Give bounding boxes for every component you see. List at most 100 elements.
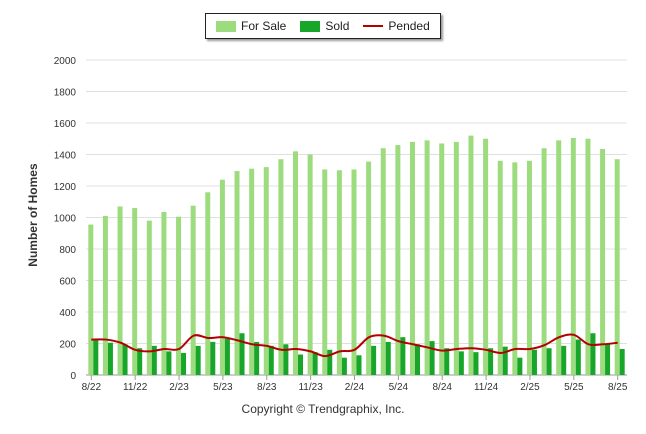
x-tick-label: 5/23 xyxy=(213,382,233,393)
y-tick-label: 1800 xyxy=(54,88,77,99)
x-tick-label: 8/24 xyxy=(432,382,452,393)
bar-sold xyxy=(575,339,581,375)
bar-for-sale xyxy=(556,140,562,375)
legend: For Sale Sold Pended xyxy=(205,13,441,39)
bar-sold xyxy=(268,345,274,375)
bar-sold xyxy=(590,333,596,375)
y-tick-label: 400 xyxy=(59,308,76,319)
legend-item-sold[interactable]: Sold xyxy=(300,19,349,33)
x-tick-label: 8/23 xyxy=(257,382,277,393)
bar-for-sale xyxy=(366,161,372,375)
bar-for-sale xyxy=(322,169,328,375)
bar-sold xyxy=(137,348,143,375)
y-axis-title: Number of Homes xyxy=(26,163,40,267)
bar-for-sale xyxy=(497,160,503,375)
bar-for-sale xyxy=(249,168,255,375)
y-tick-label: 1200 xyxy=(54,182,77,193)
bar-for-sale xyxy=(234,171,240,375)
bar-sold xyxy=(298,354,304,375)
bar-for-sale xyxy=(351,169,357,375)
bar-sold xyxy=(312,352,318,375)
bar-sold xyxy=(444,348,450,375)
bar-for-sale xyxy=(380,148,386,375)
x-tick-label: 2/25 xyxy=(520,382,540,393)
bar-sold xyxy=(561,345,567,375)
bar-for-sale xyxy=(205,192,211,375)
bar-sold xyxy=(473,352,479,375)
legend-swatch-pended xyxy=(363,25,384,27)
bar-sold xyxy=(619,349,625,375)
bar-for-sale xyxy=(512,162,518,375)
bar-for-sale xyxy=(585,138,591,375)
bar-for-sale xyxy=(293,151,299,375)
bar-sold xyxy=(239,333,245,375)
bar-for-sale xyxy=(88,224,94,375)
bar-for-sale xyxy=(117,206,123,375)
y-tick-label: 1000 xyxy=(54,214,77,225)
legend-item-pended[interactable]: Pended xyxy=(363,19,430,33)
bar-sold xyxy=(488,348,494,375)
bar-for-sale xyxy=(132,208,138,375)
line-pended xyxy=(91,333,618,358)
bar-for-sale xyxy=(541,148,547,375)
bar-for-sale xyxy=(570,137,576,375)
bar-sold xyxy=(531,349,537,375)
bar-sold xyxy=(341,357,347,375)
bar-for-sale xyxy=(526,160,532,375)
y-tick-label: 600 xyxy=(59,277,76,288)
x-tick-label: 5/25 xyxy=(564,382,584,393)
bar-sold xyxy=(181,352,187,375)
bar-for-sale xyxy=(600,148,606,375)
bar-for-sale xyxy=(190,205,196,375)
y-tick-label: 0 xyxy=(70,371,76,382)
y-tick-label: 200 xyxy=(59,340,76,351)
bar-for-sale xyxy=(483,138,489,375)
bar-sold xyxy=(546,348,552,375)
bar-sold xyxy=(166,351,172,375)
bar-for-sale xyxy=(146,220,152,375)
y-tick-label: 800 xyxy=(59,245,76,256)
bar-sold xyxy=(224,338,230,375)
bar-sold xyxy=(93,339,99,375)
y-tick-label: 2000 xyxy=(54,56,77,67)
bar-for-sale xyxy=(176,216,182,375)
bar-sold xyxy=(385,341,391,375)
bar-sold xyxy=(605,344,611,375)
bar-sold xyxy=(429,341,435,375)
bar-for-sale xyxy=(336,170,342,375)
bar-for-sale xyxy=(468,135,474,375)
x-tick-label: 8/25 xyxy=(608,382,628,393)
bar-for-sale xyxy=(409,141,415,375)
bar-for-sale xyxy=(424,140,430,375)
bar-sold xyxy=(327,349,333,375)
x-tick-label: 11/24 xyxy=(474,382,499,393)
legend-label-sold: Sold xyxy=(325,19,350,33)
bar-for-sale xyxy=(263,167,269,375)
bar-sold xyxy=(210,341,216,375)
bar-sold xyxy=(195,345,201,375)
bar-sold xyxy=(151,345,157,375)
bar-sold xyxy=(122,344,128,375)
bar-sold xyxy=(371,345,377,375)
x-tick-label: 8/22 xyxy=(82,382,102,393)
bar-for-sale xyxy=(439,143,445,375)
legend-label-pended: Pended xyxy=(388,19,430,33)
bar-for-sale xyxy=(161,211,167,375)
bar-sold xyxy=(356,355,362,375)
bar-sold xyxy=(502,346,508,375)
bar-for-sale xyxy=(614,159,620,375)
legend-swatch-for-sale xyxy=(216,20,236,32)
bar-sold xyxy=(414,344,420,375)
bar-for-sale xyxy=(307,154,313,375)
bar-for-sale xyxy=(395,145,401,375)
copyright-text: Copyright © Trendgraphix, Inc. xyxy=(241,402,405,416)
x-tick-label: 2/24 xyxy=(345,382,365,393)
bar-for-sale xyxy=(453,141,459,375)
bar-for-sale xyxy=(278,159,284,375)
bar-sold xyxy=(107,342,113,375)
x-tick-label: 2/23 xyxy=(169,382,189,393)
legend-swatch-sold xyxy=(300,20,321,32)
legend-item-for-sale[interactable]: For Sale xyxy=(216,19,286,33)
bar-sold xyxy=(458,351,464,375)
